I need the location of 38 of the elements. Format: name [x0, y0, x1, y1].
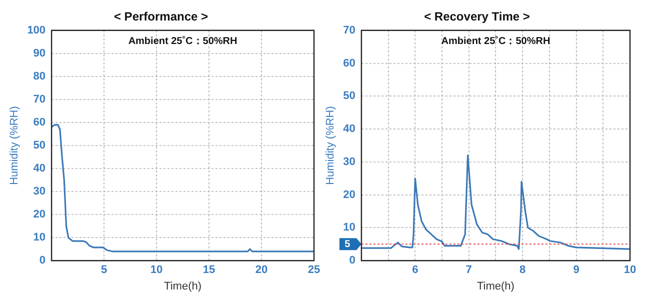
y-tick-label: 90: [33, 47, 46, 60]
y-tick-label: 80: [33, 70, 46, 82]
annotation: Ambient 25˚C：50%RH: [441, 35, 550, 48]
y-tick-label: 20: [33, 208, 46, 221]
x-tick-label: 25: [308, 264, 320, 276]
x-tick-label: 6: [412, 264, 418, 276]
x-tick-label: 9: [573, 264, 580, 276]
x-axis-title: Time(h): [476, 280, 514, 292]
y-tick-label: 40: [343, 123, 356, 136]
y-tick-label: 40: [33, 162, 46, 175]
x-axis-title: Time(h): [164, 280, 202, 292]
y-tick-label: 60: [343, 57, 356, 70]
y-tick-label: 30: [343, 156, 356, 168]
y-tick-label: 20: [343, 188, 356, 201]
y-tick-label: 70: [33, 93, 46, 106]
y-tick-label: 0: [39, 254, 46, 267]
y-axis-title: Humidity (%RH): [8, 106, 21, 185]
y-tick-label: 60: [33, 116, 46, 129]
y-tick-label: 30: [33, 186, 46, 198]
x-tick-label: 20: [255, 264, 268, 276]
y-tick-label: 100: [27, 24, 46, 36]
y-tick-label: 70: [343, 24, 356, 36]
y-tick-label: 0: [349, 254, 356, 267]
x-tick-label: 15: [202, 264, 216, 276]
chart-title: < Recovery Time >: [424, 10, 530, 24]
x-tick-label: 8: [520, 264, 526, 276]
x-tick-label: 10: [150, 264, 163, 276]
ref-line-label: 5: [344, 238, 351, 250]
y-tick-label: 50: [343, 90, 356, 102]
y-tick-label: 10: [343, 222, 356, 234]
x-tick-label: 10: [624, 264, 636, 276]
chart-title: < Performance >: [114, 10, 208, 24]
x-tick-label: 5: [100, 264, 108, 276]
y-tick-label: 10: [33, 232, 46, 244]
y-axis-title: Humidity (%RH): [324, 106, 337, 185]
x-tick-label: 7: [466, 264, 472, 276]
y-tick-label: 50: [33, 140, 46, 152]
annotation: Ambient 25˚C：50%RH: [128, 35, 238, 48]
